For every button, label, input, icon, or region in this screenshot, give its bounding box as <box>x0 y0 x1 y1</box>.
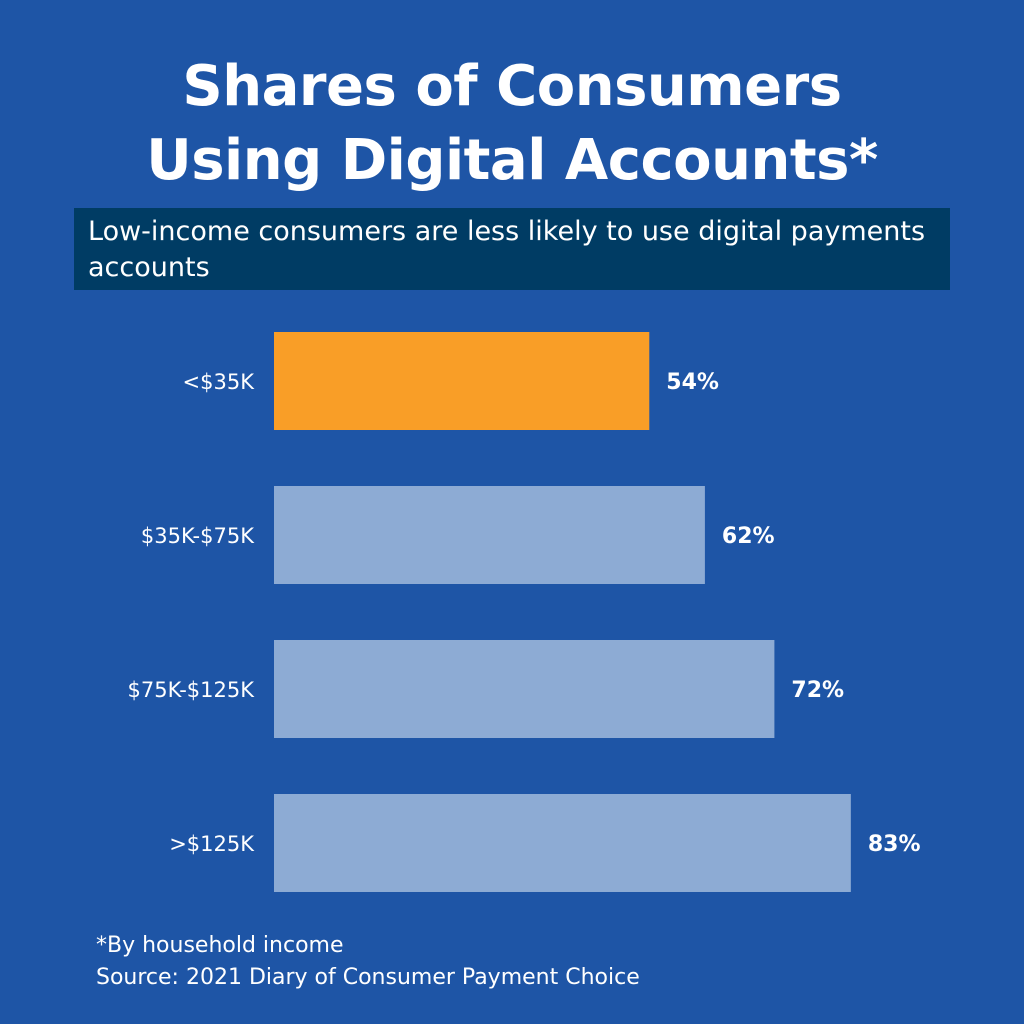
bar-3 <box>274 794 851 892</box>
value-label-2: 72% <box>791 678 844 703</box>
value-label-1: 62% <box>722 524 775 549</box>
category-label-2: $75K-$125K <box>128 678 256 702</box>
source-note: Source: 2021 Diary of Consumer Payment C… <box>96 965 640 990</box>
bar-1 <box>274 486 705 584</box>
category-label-0: <$35K <box>183 370 256 394</box>
bar-2 <box>274 640 775 738</box>
bar-chart: <$35K 54% $35K-$75K 62% $75K-$125K 72% >$125K 8… <box>128 332 921 892</box>
chart-subtitle: Low-income consumers are less likely to … <box>74 208 950 290</box>
chart-title-line-1: Shares of Consumers <box>182 54 842 119</box>
chart-title-line-2: Using Digital Accounts* <box>146 128 878 193</box>
category-label-3: >$125K <box>169 832 255 856</box>
value-label-3: 83% <box>868 832 921 857</box>
footnote: *By household income <box>96 933 344 958</box>
chart-title: Shares of Consumers Using Digital Accoun… <box>0 50 1024 198</box>
value-label-0: 54% <box>666 370 719 395</box>
chart-footer: *By household income Source: 2021 Diary … <box>96 930 640 994</box>
category-label-1: $35K-$75K <box>141 524 255 548</box>
bar-0 <box>274 332 650 430</box>
